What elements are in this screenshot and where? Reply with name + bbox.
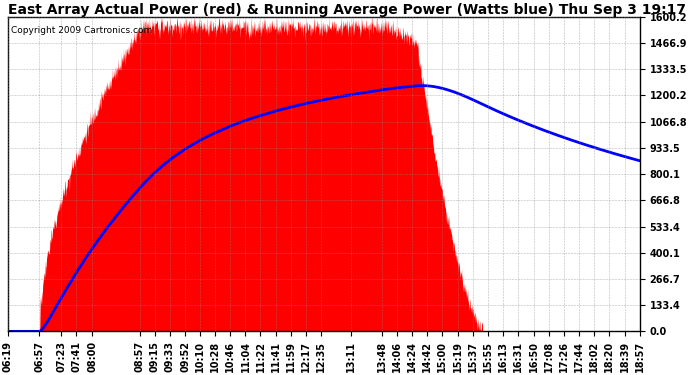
Text: Copyright 2009 Cartronics.com: Copyright 2009 Cartronics.com bbox=[11, 26, 152, 35]
Text: East Array Actual Power (red) & Running Average Power (Watts blue) Thu Sep 3 19:: East Array Actual Power (red) & Running … bbox=[8, 3, 686, 17]
